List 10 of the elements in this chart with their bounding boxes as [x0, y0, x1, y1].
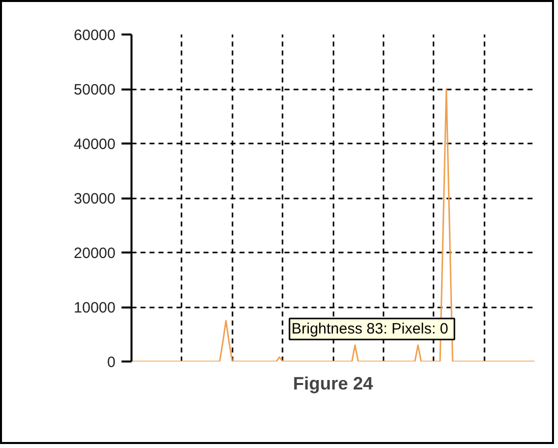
- y-tick-label: 40000: [74, 136, 116, 153]
- y-tick-label: 0: [107, 354, 116, 371]
- y-tick-label: 60000: [74, 27, 116, 44]
- line-series: [132, 88, 534, 362]
- y-tick-label: 30000: [74, 190, 116, 208]
- y-tick-label: 10000: [74, 300, 116, 316]
- annotation: Brightness 83: Pixels: 0: [292, 320, 448, 338]
- y-tick-label: 20000: [74, 245, 116, 262]
- y-tick-label: 50000: [74, 82, 116, 98]
- caption: Figure 24: [292, 374, 374, 394]
